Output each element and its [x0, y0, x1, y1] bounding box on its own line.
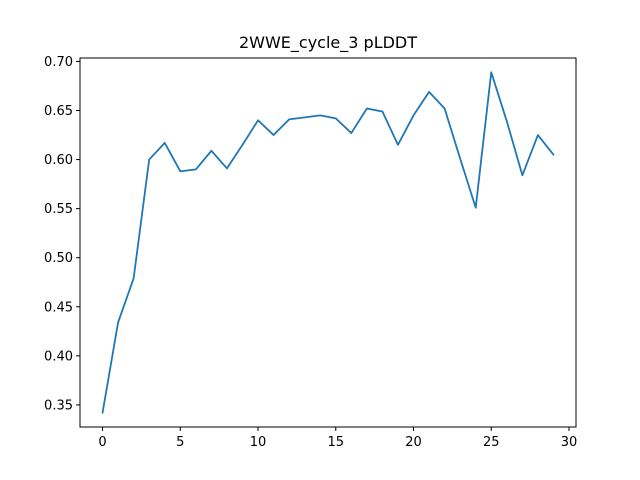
data-point [319, 115, 321, 117]
data-point [459, 158, 461, 160]
y-tick-label: 0.40 [44, 349, 73, 364]
series-group [101, 71, 555, 414]
data-point [475, 207, 477, 209]
data-point [179, 170, 181, 172]
series-line-plddt [101, 71, 555, 414]
x-tick-label: 10 [250, 435, 267, 450]
y-tick-label: 0.70 [44, 55, 73, 70]
data-point [413, 115, 415, 117]
data-point [366, 108, 368, 110]
data-point [521, 174, 523, 176]
x-tick-label: 0 [98, 435, 106, 450]
y-tick-label: 0.35 [44, 398, 73, 413]
data-point [210, 150, 212, 152]
x-axis-ticks: 0 5 10 15 20 25 30 [98, 427, 577, 450]
x-tick-label: 25 [483, 435, 500, 450]
data-point [506, 120, 508, 122]
x-tick-label: 30 [561, 435, 578, 450]
data-point [164, 142, 166, 144]
data-point [428, 91, 430, 93]
data-point [133, 277, 135, 279]
data-point [226, 168, 228, 170]
data-point [304, 116, 306, 118]
data-point [257, 119, 259, 121]
data-point [335, 117, 337, 119]
y-tick-label: 0.50 [44, 251, 73, 266]
data-point [350, 132, 352, 134]
y-axis-ticks: 0.35 0.40 0.45 0.50 0.55 0.60 0.65 0.70 [44, 55, 80, 413]
x-tick-label: 20 [405, 435, 422, 450]
data-point [148, 159, 150, 161]
data-point [382, 111, 384, 113]
data-point [397, 144, 399, 146]
data-point [242, 144, 244, 146]
data-point [102, 412, 104, 414]
data-point [195, 168, 197, 170]
y-tick-label: 0.65 [44, 104, 73, 119]
data-point [444, 108, 446, 110]
data-point [553, 154, 555, 156]
plot-area-frame [79, 57, 577, 428]
y-tick-label: 0.45 [44, 300, 73, 315]
data-point [288, 118, 290, 120]
x-tick-label: 15 [328, 435, 345, 450]
y-tick-label: 0.60 [44, 153, 73, 168]
chart-title: 2WWE_cycle_3 pLDDT [239, 33, 417, 53]
data-point [490, 71, 492, 73]
data-point [537, 134, 539, 136]
data-point [273, 134, 275, 136]
data-point [117, 322, 119, 324]
y-tick-label: 0.55 [44, 202, 73, 217]
x-tick-label: 5 [176, 435, 184, 450]
